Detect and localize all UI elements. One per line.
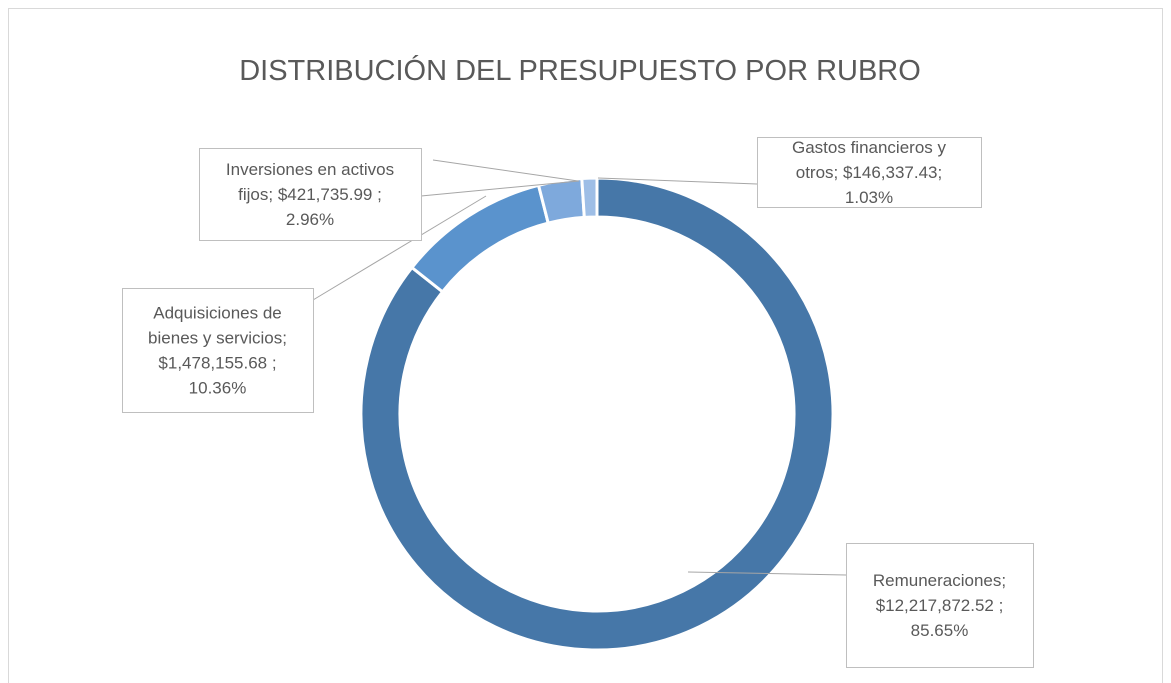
data-label: 2.96% <box>286 210 334 229</box>
data-label: fijos; $421,735.99 ; <box>238 185 382 204</box>
donut-slice <box>536 176 586 225</box>
data-label: bienes y servicios; <box>148 329 287 348</box>
data-label: $1,478,155.68 ; <box>158 354 276 373</box>
leader-line <box>597 177 758 185</box>
leader-line <box>420 180 580 197</box>
data-label: $12,217,872.52 ; <box>876 596 1004 615</box>
data-label: 10.36% <box>189 379 247 398</box>
data-label: Gastos financieros y <box>792 138 947 157</box>
leader-line <box>687 571 847 576</box>
data-label: 1.03% <box>845 188 893 207</box>
leader-line <box>432 159 579 182</box>
data-label: Adquisiciones de <box>153 304 282 323</box>
data-label: 85.65% <box>911 621 969 640</box>
chart-title: DISTRIBUCIÓN DEL PRESUPUESTO POR RUBRO <box>239 54 921 87</box>
data-label-box <box>757 137 982 208</box>
data-label: Remuneraciones; <box>873 571 1006 590</box>
data-label-box <box>122 288 314 413</box>
leader-line <box>312 195 487 301</box>
donut-slice <box>359 176 835 652</box>
data-label: otros; $146,337.43; <box>796 163 943 182</box>
donut-slice <box>580 176 599 220</box>
data-label: Inversiones en activos <box>226 160 394 179</box>
data-label-box <box>199 148 422 241</box>
data-label-box <box>846 543 1034 668</box>
